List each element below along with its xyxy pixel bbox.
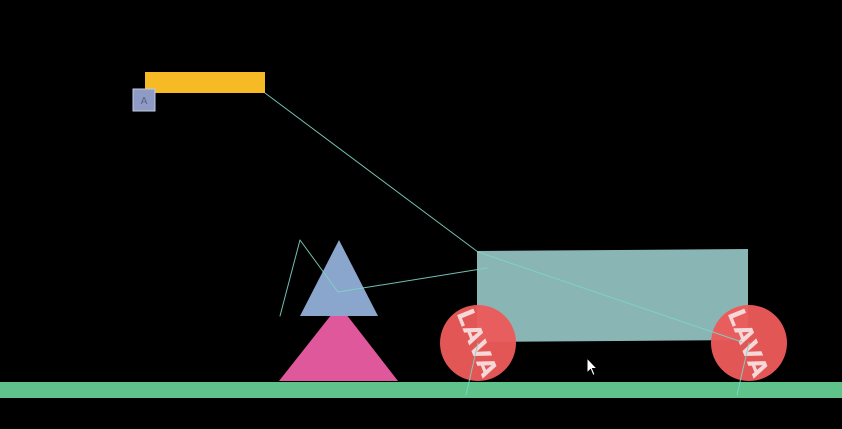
pink-triangle[interactable]	[279, 305, 398, 381]
anchor-marker-box	[132, 88, 156, 112]
yellow-platform[interactable]	[145, 72, 265, 93]
cart-body[interactable]	[477, 249, 748, 342]
rope-cart-diagonal	[477, 251, 743, 343]
anchor-marker[interactable]: A	[132, 88, 156, 112]
rope-platform-to-cart	[264, 92, 479, 253]
rope-triangle-zigzag	[279, 239, 339, 317]
rope-right-wheel-tail	[736, 342, 750, 396]
rope-lines	[264, 92, 750, 396]
rope-triangle-to-cart	[337, 267, 488, 293]
anchor-marker-label: A	[141, 96, 148, 107]
ground-bar	[0, 382, 842, 398]
blue-triangle[interactable]	[300, 240, 378, 316]
rope-left-wheel-tail	[465, 342, 479, 396]
arrow-cursor-icon	[586, 356, 599, 377]
